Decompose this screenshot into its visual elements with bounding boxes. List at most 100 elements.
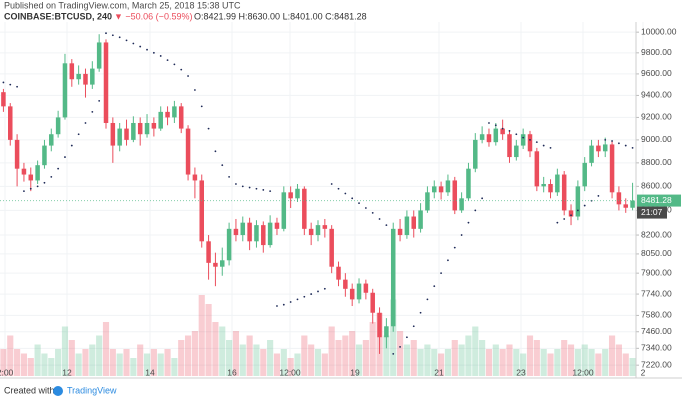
sar-dot <box>522 136 525 139</box>
candle-body <box>534 151 540 187</box>
y-tick-label: 7460.00 <box>641 326 672 336</box>
x-tick-label: 12:00 <box>279 367 301 377</box>
sar-dot <box>132 42 135 45</box>
candle-body <box>438 186 444 193</box>
volume-bar <box>157 353 164 376</box>
candle-body <box>568 210 574 217</box>
volume-bar <box>526 335 534 376</box>
sar-dot <box>152 51 155 54</box>
candle-body <box>240 222 246 236</box>
sar-dot <box>344 192 347 195</box>
candle-body <box>507 134 512 158</box>
sar-dot <box>228 175 230 178</box>
volume-bar <box>143 353 151 376</box>
last-price-box <box>637 194 681 207</box>
candle-body <box>206 241 211 263</box>
y-tick-label: 9400.00 <box>641 90 672 100</box>
candle-body <box>575 186 581 217</box>
sar-dot <box>317 290 319 293</box>
sar-dot <box>207 127 210 130</box>
candle-body <box>144 122 150 135</box>
volume-bar <box>287 358 294 376</box>
candle-body <box>192 174 198 181</box>
x-tick-label: 16 <box>227 367 237 377</box>
volume-bar <box>137 344 144 376</box>
volume-bar <box>102 322 110 376</box>
candle-body <box>110 122 116 146</box>
candle-body <box>343 279 348 289</box>
sar-dot <box>583 204 586 207</box>
sar-dot <box>330 183 333 185</box>
candle-body <box>233 228 239 236</box>
sar-dot <box>419 311 422 314</box>
sar-dot <box>36 185 39 188</box>
candle-body <box>137 122 143 135</box>
candle-body <box>384 326 389 338</box>
sar-dot <box>378 218 381 220</box>
candle-body <box>220 260 225 267</box>
sar-dot <box>406 336 408 339</box>
candle-body <box>589 145 594 163</box>
sar-dot <box>535 141 538 144</box>
x-tick-label: 12 <box>62 367 72 377</box>
y-tick-label: 8050.00 <box>641 248 672 258</box>
volume-bar <box>191 331 198 376</box>
sar-dot <box>433 285 436 288</box>
candle-body <box>288 192 293 199</box>
volume-bar <box>41 353 48 376</box>
sar-dot <box>364 207 367 209</box>
candle-body <box>349 288 355 300</box>
volume-bar <box>547 353 554 376</box>
candle-body <box>356 283 362 300</box>
sar-dot <box>481 197 484 200</box>
y-tick-label: 7580.00 <box>641 310 672 320</box>
sar-dot <box>57 167 60 170</box>
candle-body <box>336 266 341 280</box>
sar-dot <box>70 144 73 147</box>
sar-dot <box>392 353 395 355</box>
sar-dot <box>474 209 477 212</box>
candle-body <box>582 162 587 187</box>
candle-body <box>397 228 403 236</box>
sar-dot <box>515 133 518 136</box>
sar-dot <box>488 122 490 124</box>
candle-body <box>199 180 204 242</box>
candle-body <box>418 210 423 229</box>
volume-bar <box>14 349 21 376</box>
volume-bar <box>472 326 479 376</box>
sar-dot <box>508 129 511 132</box>
candle-body <box>322 225 328 229</box>
sar-dot <box>351 197 354 200</box>
sar-dot <box>118 36 121 39</box>
footer-brand[interactable]: TradingView <box>67 385 117 395</box>
volume-bar <box>75 353 82 376</box>
plot-area <box>0 22 644 378</box>
candle-body <box>432 186 437 193</box>
volume-bar <box>349 331 356 376</box>
published-note: Published on TradingView.com, March 25, … <box>4 0 241 10</box>
volume-bar <box>48 358 55 376</box>
sar-dot <box>618 142 620 145</box>
candle-body <box>404 216 410 236</box>
candle-body <box>151 122 157 129</box>
volume-bar <box>253 344 260 376</box>
candle-body <box>609 144 615 193</box>
sar-dot <box>146 48 148 51</box>
volume-bar <box>164 349 171 376</box>
sar-dot <box>282 303 285 306</box>
sar-dot <box>50 175 53 178</box>
volume-bar <box>362 340 369 376</box>
sar-dot <box>9 83 12 86</box>
candle-body <box>103 42 109 123</box>
x-tick-label: 14 <box>145 367 155 377</box>
volume-bar <box>328 326 335 376</box>
x-tick-label: 21 <box>434 367 444 377</box>
volume-bar <box>588 349 595 376</box>
volume-bar <box>417 349 424 376</box>
volume-bar <box>96 335 103 376</box>
candle-body <box>21 168 27 175</box>
y-tick-label: 8800.00 <box>641 157 672 167</box>
candle-body <box>124 128 129 140</box>
candle-body <box>555 174 560 193</box>
y-tick-label: 8600.00 <box>641 181 672 191</box>
